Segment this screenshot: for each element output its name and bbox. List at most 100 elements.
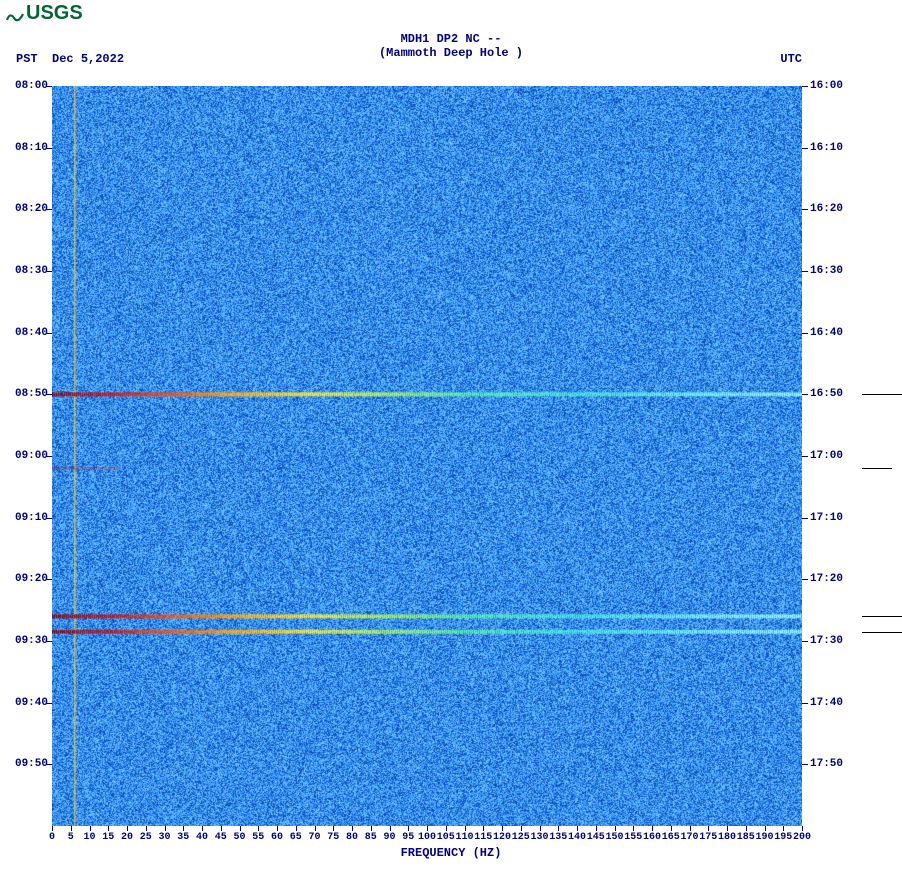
x-tick: 80: [346, 832, 358, 843]
side-event-marker: [862, 468, 892, 469]
y-tick-mark: [46, 703, 52, 704]
x-tick-mark: [671, 826, 672, 831]
x-tick: 25: [140, 832, 152, 843]
x-tick-mark: [558, 826, 559, 831]
x-tick: 155: [624, 832, 642, 843]
x-tick: 170: [680, 832, 698, 843]
y-tick-mark: [802, 148, 808, 149]
x-tick-mark: [652, 826, 653, 831]
x-tick: 30: [158, 832, 170, 843]
x-tick-mark: [446, 826, 447, 831]
x-tick: 45: [215, 832, 227, 843]
x-tick-mark: [296, 826, 297, 831]
x-tick-mark: [183, 826, 184, 831]
x-tick: 70: [308, 832, 320, 843]
chart-title: MDH1 DP2 NC -- (Mammoth Deep Hole ): [0, 32, 902, 60]
y-tick-mark: [46, 579, 52, 580]
x-tick: 145: [587, 832, 605, 843]
y-tick-right: 17:50: [810, 758, 843, 770]
x-tick: 140: [568, 832, 586, 843]
y-tick-mark: [802, 764, 808, 765]
x-tick: 100: [418, 832, 436, 843]
x-tick-mark: [146, 826, 147, 831]
title-line2: (Mammoth Deep Hole ): [0, 46, 902, 60]
spectrogram-plot: [52, 86, 802, 826]
y-tick-right: 16:30: [810, 265, 843, 277]
y-tick-mark: [46, 148, 52, 149]
x-tick: 110: [455, 832, 473, 843]
x-tick: 150: [605, 832, 623, 843]
y-tick-mark: [46, 333, 52, 334]
y-tick-left: 09:10: [2, 512, 48, 524]
x-tick-mark: [596, 826, 597, 831]
title-line1: MDH1 DP2 NC --: [0, 32, 902, 46]
y-tick-mark: [46, 456, 52, 457]
y-tick-left: 09:30: [2, 635, 48, 647]
x-tick-mark: [408, 826, 409, 831]
x-tick: 5: [68, 832, 74, 843]
y-tick-left: 08:20: [2, 203, 48, 215]
y-tick-mark: [46, 394, 52, 395]
x-tick-mark: [427, 826, 428, 831]
x-tick-mark: [71, 826, 72, 831]
x-tick: 35: [177, 832, 189, 843]
x-tick: 15: [102, 832, 114, 843]
logo-text: USGS: [26, 2, 83, 25]
x-tick: 185: [737, 832, 755, 843]
x-tick-mark: [108, 826, 109, 831]
x-tick-mark: [690, 826, 691, 831]
wave-icon: [6, 7, 24, 21]
y-tick-left: 08:00: [2, 80, 48, 92]
x-tick: 40: [196, 832, 208, 843]
y-tick-right: 16:00: [810, 80, 843, 92]
x-tick-mark: [465, 826, 466, 831]
x-tick: 95: [402, 832, 414, 843]
x-tick: 125: [512, 832, 530, 843]
y-tick-mark: [802, 394, 808, 395]
x-tick: 60: [271, 832, 283, 843]
x-tick-mark: [277, 826, 278, 831]
y-tick-left: 09:50: [2, 758, 48, 770]
y-tick-right: 17:40: [810, 697, 843, 709]
x-tick: 200: [793, 832, 811, 843]
y-tick-mark: [802, 209, 808, 210]
timezone-left: PST Dec 5,2022: [16, 52, 124, 66]
x-tick: 190: [755, 832, 773, 843]
x-tick-mark: [502, 826, 503, 831]
x-tick-mark: [577, 826, 578, 831]
y-tick-right: 17:20: [810, 573, 843, 585]
x-tick-mark: [240, 826, 241, 831]
y-tick-mark: [46, 764, 52, 765]
x-tick: 115: [474, 832, 492, 843]
x-tick-mark: [390, 826, 391, 831]
y-tick-right: 16:50: [810, 388, 843, 400]
x-tick: 105: [437, 832, 455, 843]
tz-left-label: PST: [16, 52, 38, 66]
side-event-marker: [862, 616, 902, 617]
x-tick: 130: [530, 832, 548, 843]
x-tick-mark: [521, 826, 522, 831]
timezone-right: UTC: [780, 52, 802, 66]
x-tick-mark: [127, 826, 128, 831]
spectrogram-canvas: [52, 86, 802, 826]
x-tick: 135: [549, 832, 567, 843]
x-tick: 75: [327, 832, 339, 843]
x-tick-mark: [352, 826, 353, 831]
side-event-marker: [862, 632, 902, 633]
y-tick-left: 08:10: [2, 142, 48, 154]
x-tick: 0: [49, 832, 55, 843]
y-tick-left: 08:40: [2, 327, 48, 339]
y-tick-left: 09:00: [2, 450, 48, 462]
x-tick-mark: [202, 826, 203, 831]
y-tick-left: 08:50: [2, 388, 48, 400]
date-label: Dec 5,2022: [52, 52, 124, 66]
y-tick-right: 16:20: [810, 203, 843, 215]
x-tick-mark: [371, 826, 372, 831]
x-tick-mark: [633, 826, 634, 831]
x-tick-mark: [333, 826, 334, 831]
x-tick-mark: [708, 826, 709, 831]
y-tick-mark: [46, 209, 52, 210]
x-tick-mark: [315, 826, 316, 831]
y-tick-right: 17:10: [810, 512, 843, 524]
y-tick-mark: [46, 641, 52, 642]
